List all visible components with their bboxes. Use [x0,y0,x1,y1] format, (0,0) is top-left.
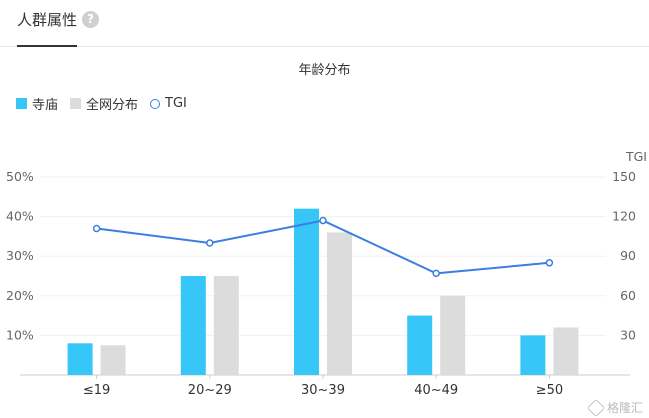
tab-audience-attributes[interactable]: 人群属性 ? [17,9,100,47]
legend-label-network: 全网分布 [86,98,139,113]
chart-legend: 寺庙 全网分布 TGI [16,94,199,113]
tgi-point [432,269,440,278]
bar-temple [520,335,546,375]
bar-network [100,345,126,375]
tgi-line [96,219,550,275]
legend-label-tgi: TGI [165,96,187,111]
y-left-tick-label: 40% [6,209,34,224]
chart-title: 年龄分布 [298,63,351,78]
question-icon[interactable]: ? [82,11,100,28]
legend-swatch-network [70,98,82,109]
y-left-tick-label: 50% [6,169,34,184]
y-right-tick-label: 60 [620,288,636,303]
bar-network [553,327,579,375]
tab-label: 人群属性 [17,11,78,29]
bar-temple [180,276,206,375]
y-right-tick-label: 150 [612,169,636,184]
legend-swatch-temple [16,98,27,109]
y-left-tick-label: 30% [6,248,34,263]
legend-marker-tgi [150,98,161,109]
tgi-point [545,259,554,267]
tab-active-underline [17,45,77,47]
watermark: 格隆汇 [586,398,643,417]
x-tick-label: 30~39 [301,383,345,398]
y-left-tick-label: 10% [6,327,34,342]
bar-network [327,232,352,375]
y-right-tick-label: 90 [620,248,636,263]
tgi-point [206,239,214,247]
x-tick-label: 20~29 [188,383,232,398]
y-right-axis-title: TGI [625,149,647,164]
x-tick-label: 40~49 [414,383,458,398]
legend-item-tgi[interactable]: TGI [150,96,187,111]
x-tick-label: ≤19 [83,383,110,398]
x-tick-label: ≥50 [536,383,563,398]
watermark-text: 格隆汇 [606,401,643,415]
bar-temple [407,315,433,375]
legend-item-network[interactable]: 全网分布 [70,94,138,113]
bar-temple [67,343,93,375]
tgi-point [319,216,327,225]
bar-network [440,295,466,375]
y-right-tick-label: 120 [612,209,636,224]
y-left-tick-label: 20% [6,288,34,303]
tgi-point [92,224,101,233]
legend-label-temple: 寺庙 [32,98,59,113]
y-right-tick-label: 30 [620,327,636,342]
legend-item-temple[interactable]: 寺庙 [16,94,58,113]
tab-bar: 人群属性 ? [0,0,649,47]
bar-temple [294,208,319,375]
watermark-logo-icon [586,398,606,417]
bar-network [213,276,239,375]
